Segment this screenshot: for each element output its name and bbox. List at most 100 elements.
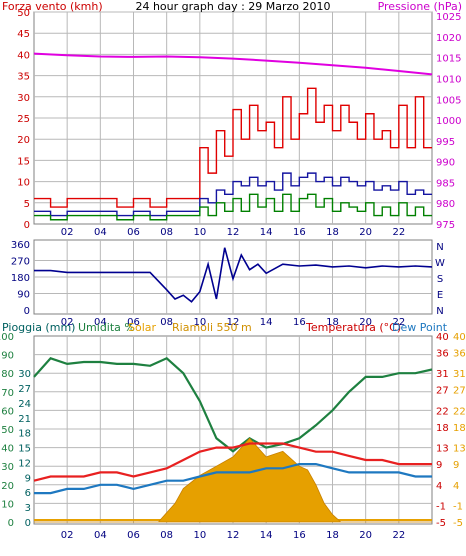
- y-tick-label-pressure: 990: [436, 158, 455, 169]
- y-tick-label-rain: 6: [25, 488, 31, 499]
- wind-speed-line-0: [34, 87, 432, 208]
- y-tick-label-direction: 180: [11, 273, 30, 284]
- temperature-line: [33, 442, 432, 482]
- direction-label: E: [437, 290, 443, 301]
- y-tick-label-wind: 5: [24, 199, 30, 210]
- x-tick-label: 04: [94, 530, 107, 541]
- wind-pressure-panel: Forza vento (kmh) 24 hour graph day : 29…: [2, 0, 462, 238]
- temperature-humidity-panel: Pioggia (mm) Umidita % Solar Riamoli 550…: [0, 321, 466, 541]
- x-tick-label: 18: [326, 530, 339, 541]
- y-tick-label-temperature: 27: [436, 386, 449, 397]
- y-tick-label-humidity: 10: [1, 499, 14, 510]
- x-tick-label: 02: [61, 530, 74, 541]
- x-tick-label: 08: [160, 317, 173, 328]
- y-tick-label-temperature: -1: [436, 501, 446, 512]
- y-tick-label-wind: 50: [17, 8, 30, 19]
- y-tick-label-direction: 90: [17, 290, 30, 301]
- y-tick-label-humidity: 100: [0, 332, 14, 343]
- y-tick-label-temperature: 4: [436, 481, 442, 492]
- x-tick-label: 20: [359, 317, 372, 328]
- y-tick-label-humidity: 50: [1, 425, 14, 436]
- y-tick-label-humidity: 0: [8, 518, 14, 529]
- y-tick-label-pressure: 995: [436, 137, 455, 148]
- snow-level-legend: Riamoli 550 m: [172, 321, 252, 334]
- y-tick-label-rain: 9: [25, 473, 31, 484]
- y-tick-label-pressure: 1000: [436, 116, 461, 127]
- y-tick-label-dewpoint: 4: [453, 481, 459, 492]
- y-tick-label-temperature: 22: [436, 406, 449, 417]
- y-tick-label-rain: 30: [18, 369, 31, 380]
- chart-title: 24 hour graph day : 29 Marzo 2010: [135, 0, 330, 13]
- x-tick-label: 18: [326, 317, 339, 328]
- direction-label: N: [436, 242, 443, 253]
- x-tick-label: 20: [359, 227, 372, 238]
- x-tick-label: 16: [293, 317, 306, 328]
- x-tick-label: 20: [359, 530, 372, 541]
- direction-label: N: [436, 306, 443, 317]
- y-tick-label-pressure: 985: [436, 178, 455, 189]
- y-tick-label-wind: 25: [17, 114, 30, 125]
- y-tick-label-rain: 12: [18, 458, 31, 469]
- y-tick-label-dewpoint: 31: [453, 369, 466, 380]
- y-tick-label-humidity: 30: [1, 462, 14, 473]
- solar-area: [34, 437, 432, 523]
- x-tick-label: 14: [260, 530, 273, 541]
- pressure-axis-label: Pressione (hPa): [378, 0, 462, 13]
- y-tick-label-humidity: 70: [1, 388, 14, 399]
- y-tick-label-dewpoint: 9: [453, 460, 459, 471]
- y-tick-label-dewpoint: 27: [453, 386, 466, 397]
- x-tick-label: 06: [127, 317, 140, 328]
- y-tick-label-humidity: 90: [1, 351, 14, 362]
- y-tick-label-dewpoint: 13: [453, 444, 466, 455]
- y-tick-label-dewpoint: 18: [453, 423, 466, 434]
- x-tick-label: 08: [160, 530, 173, 541]
- y-tick-label-temperature: -5: [436, 518, 446, 529]
- x-tick-label: 06: [127, 227, 140, 238]
- y-tick-label-wind: 40: [17, 50, 30, 61]
- y-tick-label-pressure: 980: [436, 199, 455, 210]
- direction-label: S: [437, 274, 443, 285]
- y-tick-label-pressure: 1025: [436, 12, 461, 23]
- rain-axis-label: Pioggia (mm): [2, 321, 75, 334]
- x-tick-label: 04: [94, 317, 107, 328]
- x-tick-label: 22: [392, 530, 405, 541]
- x-tick-label: 08: [160, 227, 173, 238]
- y-tick-label-pressure: 975: [436, 220, 455, 231]
- temperature-legend: Temperatura (°C): [305, 321, 401, 334]
- y-tick-label-wind: 35: [17, 72, 30, 83]
- y-tick-label-rain: 27: [18, 384, 31, 395]
- dew-point-legend: Dew Point: [392, 321, 448, 334]
- y-tick-label-direction: 270: [11, 257, 30, 268]
- humidity-legend: Umidita %: [78, 321, 135, 334]
- x-tick-label: 12: [227, 530, 240, 541]
- y-tick-label-dewpoint: 22: [453, 406, 466, 417]
- y-tick-label-wind: 30: [17, 93, 30, 104]
- y-tick-label-wind: 20: [17, 135, 30, 146]
- dew-point-line: [34, 463, 432, 495]
- y-tick-label-wind: 0: [24, 220, 30, 231]
- y-tick-label-wind: 15: [17, 156, 30, 167]
- x-tick-label: 06: [127, 530, 140, 541]
- y-tick-label-pressure: 1015: [436, 54, 461, 65]
- y-tick-label-temperature: 18: [436, 423, 449, 434]
- y-tick-label-humidity: 40: [1, 444, 14, 455]
- wind-direction-line: [34, 247, 433, 303]
- direction-label: W: [435, 258, 445, 269]
- y-tick-label-temperature: 40: [436, 332, 449, 343]
- x-tick-label: 02: [61, 227, 74, 238]
- y-tick-label-rain: 24: [18, 399, 31, 410]
- x-tick-label: 02: [61, 317, 74, 328]
- x-tick-label: 10: [193, 317, 206, 328]
- y-tick-label-humidity: 60: [1, 406, 14, 417]
- y-tick-label-dewpoint: -1: [453, 501, 463, 512]
- y-tick-label-pressure: 1005: [436, 95, 461, 106]
- solar-legend: Solar: [128, 321, 157, 334]
- x-tick-label: 22: [392, 317, 405, 328]
- pressure-line: [33, 52, 433, 76]
- y-tick-label-rain: 3: [25, 503, 31, 514]
- y-tick-label-wind: 45: [17, 29, 30, 40]
- x-tick-label: 14: [260, 317, 273, 328]
- y-tick-label-rain: 15: [18, 444, 31, 455]
- x-tick-label: 10: [193, 530, 206, 541]
